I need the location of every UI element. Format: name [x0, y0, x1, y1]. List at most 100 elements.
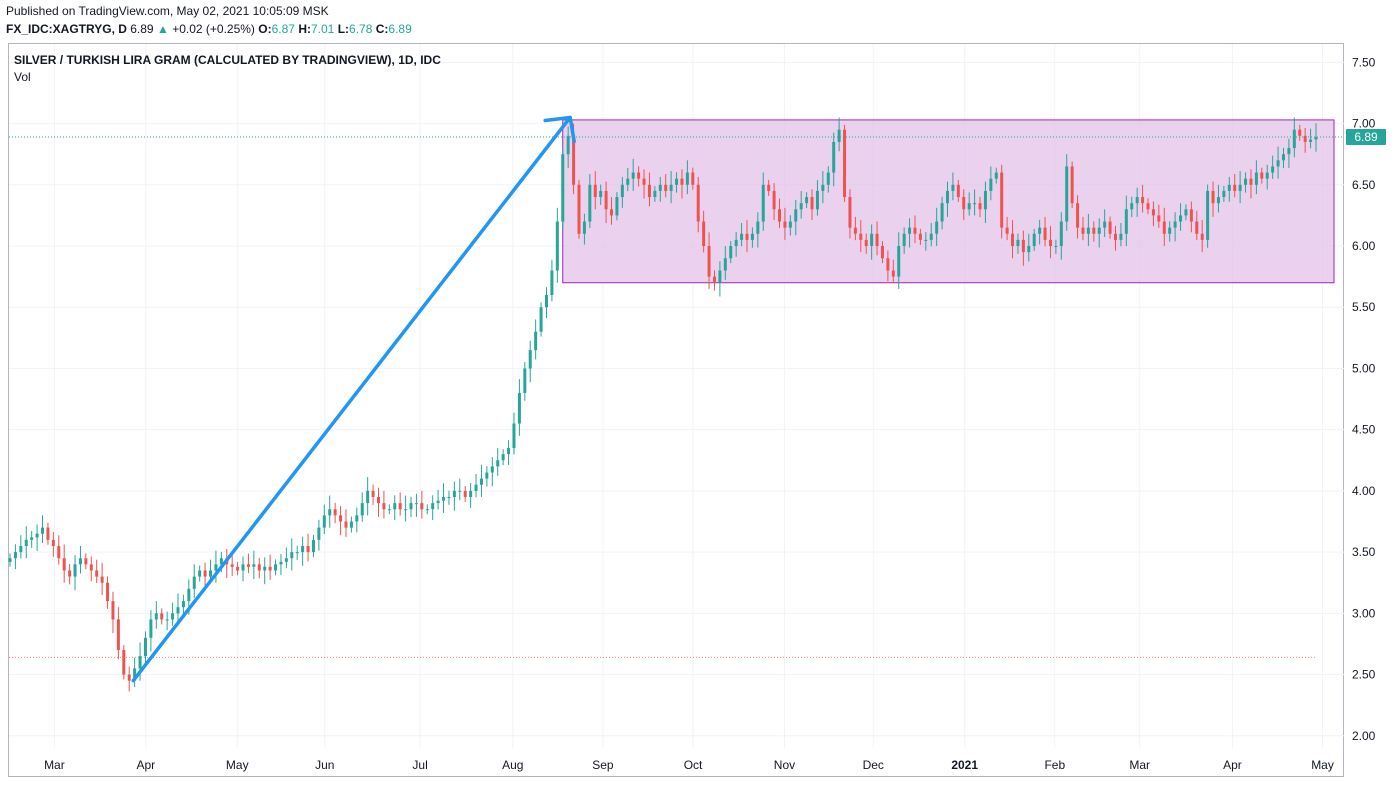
candle-body	[1135, 197, 1139, 204]
x-tick-label: Jun	[315, 758, 334, 772]
candle-body	[46, 527, 50, 540]
candle-body	[859, 233, 863, 240]
candle-body	[588, 184, 592, 222]
candle-body	[1244, 178, 1248, 185]
candle-body	[913, 227, 917, 234]
candle-body	[555, 221, 559, 271]
candle-body	[767, 184, 771, 191]
candle-body	[929, 233, 933, 240]
candle-body	[89, 564, 93, 571]
candle-body	[1238, 184, 1242, 191]
symbol-label: FX_IDC:XAGTRYG, D	[6, 22, 127, 36]
candle-body	[187, 588, 191, 602]
candle-body	[68, 570, 72, 577]
candle-body	[317, 527, 321, 540]
published-line: Published on TradingView.com, May 02, 20…	[6, 4, 329, 18]
y-tick-label: 4.00	[1352, 484, 1376, 498]
candle-body	[989, 178, 993, 191]
candle-body	[528, 350, 532, 369]
candle-body	[626, 178, 630, 185]
candle-body	[788, 221, 792, 228]
candle-body	[116, 619, 120, 651]
open-value: 6.87	[271, 22, 295, 36]
candle-body	[344, 521, 348, 528]
candle-body	[458, 490, 462, 492]
candle-body	[1309, 139, 1313, 142]
candle-body	[268, 566, 272, 571]
candle-body	[1249, 178, 1253, 185]
candle-body	[745, 233, 749, 240]
candle-body	[376, 497, 380, 504]
candle-body	[1233, 184, 1237, 191]
candle-body	[452, 490, 456, 498]
candle-body	[143, 637, 147, 657]
candle-body	[610, 209, 614, 216]
candle-body	[360, 503, 364, 516]
change-value: +0.02 (+0.25%)	[172, 22, 255, 36]
candle-body	[295, 552, 299, 554]
candle-body	[78, 558, 82, 565]
low-value: 6.78	[349, 22, 373, 36]
candle-body	[8, 558, 12, 562]
candle-body	[1032, 233, 1036, 247]
candle-body	[496, 460, 500, 467]
candle-body	[154, 613, 158, 620]
candle-body	[1119, 233, 1123, 240]
trend-arrow-head	[543, 115, 576, 144]
candle-body	[1314, 137, 1318, 140]
candle-body	[734, 239, 738, 247]
candle-body	[106, 582, 110, 602]
candle-body	[485, 472, 489, 479]
candle-body	[805, 197, 809, 204]
candle-body	[1027, 246, 1031, 253]
candle-body	[241, 564, 245, 571]
y-tick-label: 6.50	[1352, 178, 1376, 192]
candle-body	[946, 190, 950, 204]
candle-body	[658, 184, 662, 191]
candle-body	[165, 619, 169, 621]
candle-body	[1195, 221, 1199, 234]
candle-body	[1276, 160, 1280, 167]
candle-body	[409, 503, 413, 510]
candle-body	[236, 566, 240, 571]
last-price: 6.89	[130, 22, 154, 36]
candle-body	[902, 233, 906, 247]
candle-body	[1151, 209, 1155, 216]
candle-body	[279, 561, 283, 565]
y-tick-label: 2.50	[1352, 668, 1376, 682]
candle-body	[1038, 227, 1042, 234]
candle-body	[924, 239, 928, 241]
candle-body	[35, 533, 39, 538]
candle-body	[669, 184, 673, 191]
candle-body	[620, 184, 624, 198]
candle-body	[664, 184, 668, 191]
candle-body	[1108, 221, 1112, 234]
trend-arrow	[131, 115, 572, 683]
candle-body	[810, 197, 814, 210]
candle-body	[702, 221, 706, 247]
candle-body	[436, 500, 440, 504]
symbol-ohlc-line: FX_IDC:XAGTRYG, D 6.89 ▲ +0.02 (+0.25%) …	[6, 22, 412, 36]
candle-body	[95, 570, 99, 577]
x-tick-label: Jul	[412, 758, 427, 772]
candle-body	[1216, 197, 1220, 204]
low-label: L:	[337, 22, 350, 36]
candle-body	[474, 484, 478, 491]
high-label: H:	[298, 22, 311, 36]
y-tick-label: 3.50	[1352, 545, 1376, 559]
candle-body	[404, 509, 408, 511]
candle-body	[1303, 135, 1307, 142]
candle-body	[1157, 215, 1161, 222]
close-label: C:	[375, 22, 389, 36]
candle-body	[973, 203, 977, 205]
candle-body	[951, 184, 955, 191]
candle-body	[219, 558, 223, 565]
candle-body	[647, 184, 651, 198]
candle-body	[1173, 221, 1177, 228]
candle-body	[799, 203, 803, 210]
last-price-tag-label: 6.89	[1354, 130, 1378, 144]
candle-body	[30, 537, 34, 540]
candle-body	[1281, 154, 1285, 161]
candle-body	[631, 172, 635, 179]
